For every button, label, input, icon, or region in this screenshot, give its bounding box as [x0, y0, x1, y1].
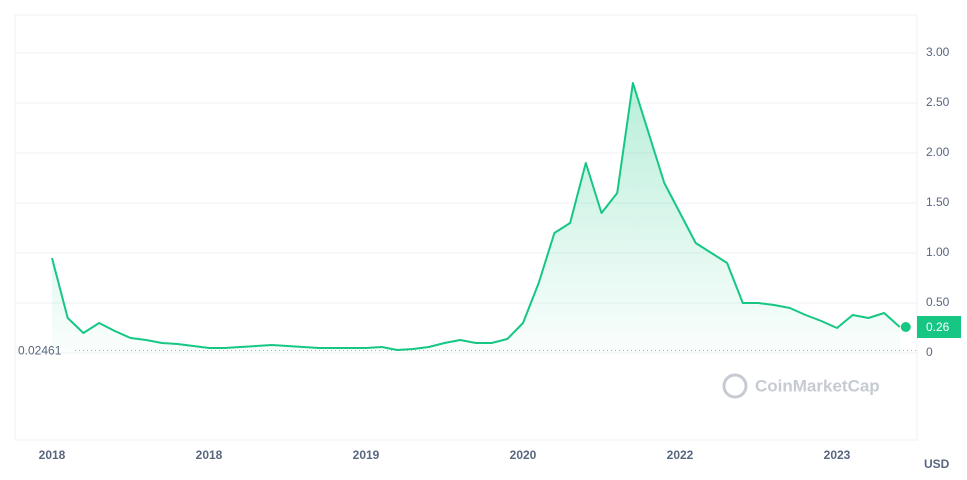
y-tick-label: 2.00: [926, 145, 950, 159]
watermark: CoinMarketCap: [722, 373, 880, 399]
y-tick-label: 2.50: [926, 95, 950, 109]
area: [52, 83, 900, 353]
x-tick-label: 2018: [39, 448, 66, 462]
current-dot: [900, 322, 911, 332]
x-tick-label: 2020: [510, 448, 537, 462]
plot-frame: [14, 14, 918, 441]
y-tick-label: 1.00: [926, 245, 950, 259]
x-tick-label: 2018: [196, 448, 223, 462]
x-tick-label: 2019: [353, 448, 380, 462]
price-line: [51, 82, 901, 351]
reference-label: 0.02461: [18, 344, 62, 358]
y-tick-label: 0.50: [926, 295, 950, 309]
y-tick-label: 1.50: [926, 195, 950, 209]
current-label: 0.26: [926, 320, 950, 334]
y-unit: USD: [924, 457, 950, 471]
x-tick-label: 2022: [667, 448, 694, 462]
current-label-box: [917, 316, 961, 338]
y-tick-label: 0: [926, 345, 933, 359]
watermark-text: CoinMarketCap: [755, 376, 880, 395]
y-tick-label: 3.00: [926, 45, 950, 59]
x-tick-label: 2023: [824, 448, 851, 462]
